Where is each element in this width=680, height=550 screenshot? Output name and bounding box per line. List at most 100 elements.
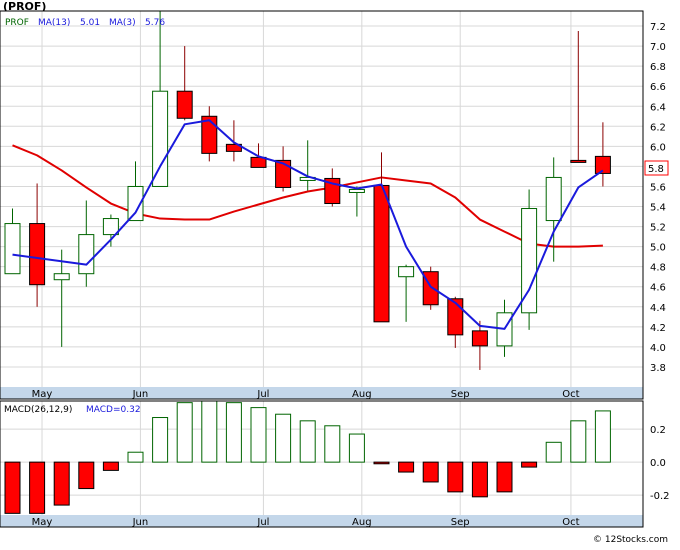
- last-price-tag-text: 5.8: [648, 164, 664, 175]
- legend-ma3-value: 5.76: [145, 18, 165, 28]
- candle-body: [570, 159, 587, 163]
- macd-bar: [102, 461, 119, 471]
- macd-bar: [78, 461, 95, 490]
- macd-bar: [29, 461, 46, 514]
- macd-bar: [422, 461, 439, 483]
- candle-body: [176, 90, 193, 119]
- macd-bars-layer: [4, 400, 611, 514]
- macd-bar: [594, 410, 611, 463]
- legend-symbol: PROF: [5, 18, 29, 28]
- price-x-tick-label: Oct: [562, 389, 579, 400]
- candle: [225, 120, 242, 162]
- macd-x-tick-label: Oct: [562, 517, 579, 528]
- macd-bar: [4, 461, 21, 514]
- macd-bar: [521, 461, 538, 468]
- macd-bar: [299, 420, 316, 463]
- price-y-tick-label: 6.6: [650, 82, 666, 93]
- price-date-axis-band: [0, 387, 643, 399]
- candle-body: [545, 176, 562, 222]
- price-y-tick-label: 4.0: [650, 343, 666, 354]
- ma3-line-layer: [12, 119, 604, 330]
- legend-ma13-value: 5.01: [80, 18, 100, 28]
- macd-bar: [53, 461, 70, 506]
- macd-bar: [447, 461, 464, 493]
- macd-bar: [398, 461, 415, 473]
- macd-params-label: MACD(26,12,9): [4, 405, 72, 415]
- macd-bar: [225, 402, 242, 463]
- price-panel-frame: [0, 10, 644, 400]
- ma13-line: [12, 144, 603, 248]
- macd-x-tick-label: Sep: [451, 517, 470, 528]
- price-y-tick-label: 6.4: [650, 102, 666, 113]
- price-y-tick-label: 5.0: [650, 243, 666, 254]
- candle: [422, 266, 439, 310]
- macd-x-tick-labels: May Jun Jul Aug Sep Oct: [32, 517, 580, 528]
- candle: [53, 249, 70, 347]
- macd-bar: [201, 400, 218, 463]
- macd-bar: [324, 425, 341, 463]
- macd-x-tick-label: Jun: [132, 517, 149, 528]
- macd-date-axis-band: [0, 515, 643, 527]
- candle-body: [201, 115, 218, 154]
- candle-body: [447, 298, 464, 336]
- candle: [4, 208, 21, 275]
- candle: [398, 264, 415, 322]
- macd-x-tick-label: May: [32, 517, 53, 528]
- macd-y-tick-label: -0.2: [650, 491, 670, 502]
- macd-bar: [545, 441, 562, 463]
- macd-bar: [373, 461, 390, 465]
- candle-body: [471, 330, 488, 347]
- macd-bar: [275, 413, 292, 463]
- candle: [176, 46, 193, 121]
- candle: [447, 296, 464, 348]
- macd-panel-frame: [0, 400, 644, 528]
- candle: [594, 122, 611, 187]
- macd-bar: [471, 461, 488, 498]
- price-y-tick-label: 7.0: [650, 42, 666, 53]
- price-x-tick-labels: May Jun Jul Aug Sep Oct: [32, 389, 580, 400]
- price-y-tick-label: 6.2: [650, 122, 666, 133]
- candle-body: [398, 266, 415, 278]
- ma13-line-layer: [12, 144, 603, 248]
- price-y-tick-label: 4.2: [650, 323, 666, 334]
- macd-x-tick-label: Jul: [256, 517, 269, 528]
- candle: [201, 106, 218, 162]
- price-y-tick-label: 7.2: [650, 22, 666, 33]
- candle-body: [4, 223, 21, 275]
- candle: [102, 214, 119, 247]
- macd-y-tick-label: 0.2: [650, 425, 666, 436]
- price-x-tick-label: Sep: [451, 389, 470, 400]
- candle-body: [78, 234, 95, 275]
- copyright-footer: © 12Stocks.com: [593, 535, 668, 545]
- price-x-tick-label: Jul: [256, 389, 269, 400]
- macd-value-label: MACD=0.32: [86, 405, 141, 415]
- candle-body: [102, 218, 119, 236]
- candle: [570, 31, 587, 163]
- candle-body: [29, 223, 46, 286]
- macd-bar: [152, 417, 169, 463]
- price-y-tick-label: 5.6: [650, 182, 666, 193]
- candle: [545, 157, 562, 262]
- price-y-tick-label: 5.4: [650, 203, 666, 214]
- candle-body: [521, 208, 538, 314]
- ticker-title: (PROF): [3, 0, 46, 13]
- macd-bar: [127, 451, 144, 463]
- price-y-tick-label: 4.6: [650, 283, 666, 294]
- candle: [152, 11, 169, 187]
- macd-y-tick-label: 0.0: [650, 458, 666, 469]
- price-x-tick-label: May: [32, 389, 53, 400]
- price-y-tick-label: 5.2: [650, 223, 666, 234]
- price-y-tick-label: 3.8: [650, 363, 666, 374]
- candle-body: [275, 159, 292, 188]
- legend-ma13-label: MA(13): [38, 18, 70, 28]
- candle-body: [152, 90, 169, 187]
- macd-bar: [496, 461, 513, 493]
- candle: [471, 320, 488, 370]
- macd-x-tick-label: Aug: [352, 517, 372, 528]
- candle-body: [348, 188, 365, 193]
- candle-body: [225, 143, 242, 152]
- candlestick-layer: [4, 11, 611, 370]
- candle: [275, 146, 292, 192]
